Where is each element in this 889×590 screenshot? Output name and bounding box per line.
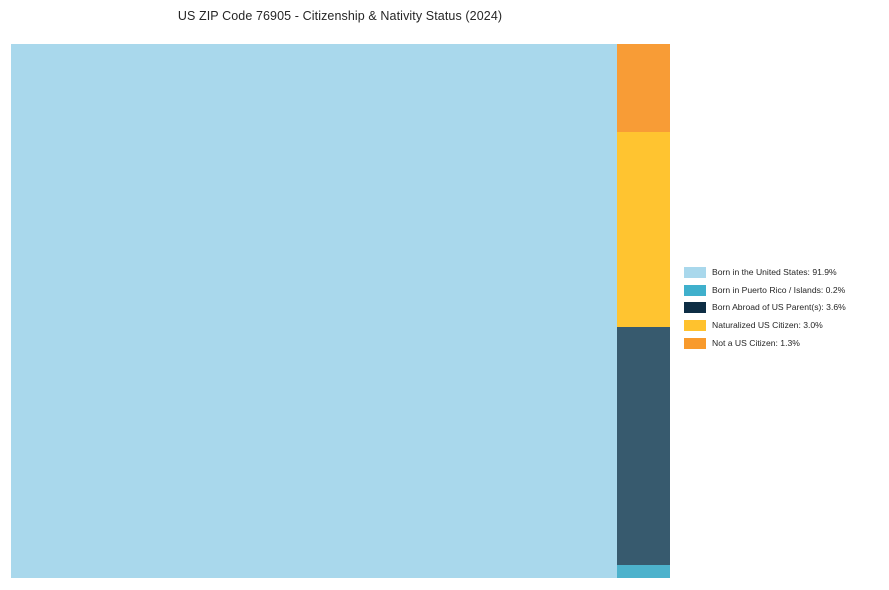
- treemap-tile[interactable]: Born in Puerto Rico / Islands: [617, 565, 670, 578]
- legend-item-label: Naturalized US Citizen: 3.0%: [712, 320, 823, 331]
- legend-item-label: Born Abroad of US Parent(s): 3.6%: [712, 302, 846, 313]
- legend-item[interactable]: Not a US Citizen: 1.3%: [684, 334, 884, 352]
- treemap-tile[interactable]: Born in the United States: [11, 44, 617, 578]
- legend-swatch-icon: [684, 320, 706, 332]
- legend-item[interactable]: Born Abroad of US Parent(s): 3.6%: [684, 299, 884, 317]
- legend-item[interactable]: Born in the United States: 91.9%: [684, 264, 884, 282]
- treemap-tile[interactable]: Naturalized US Citizen: [617, 132, 670, 327]
- legend-swatch-icon: [684, 337, 706, 349]
- treemap-tile[interactable]: Not a US Citizen: [617, 44, 670, 132]
- legend-swatch-icon: [684, 284, 706, 296]
- chart-legend: Born in the United States: 91.9% Born in …: [684, 264, 884, 352]
- legend-item-label: Born in Puerto Rico / Islands: 0.2%: [712, 284, 846, 295]
- legend-item-label: Born in the United States: 91.9%: [712, 267, 837, 278]
- legend-swatch-icon: [684, 267, 706, 279]
- legend-swatch-icon: [684, 302, 706, 314]
- legend-item[interactable]: Born in Puerto Rico / Islands: 0.2%: [684, 282, 884, 300]
- treemap-plot-area: Born in the United StatesNot a US Citize…: [11, 44, 670, 578]
- treemap-tile[interactable]: Born Abroad of US Parent(s): [617, 327, 670, 565]
- legend-item-label: Not a US Citizen: 1.3%: [712, 337, 800, 348]
- page-title: US ZIP Code 76905 - Citizenship & Nativi…: [177, 9, 503, 23]
- legend-item[interactable]: Naturalized US Citizen: 3.0%: [684, 317, 884, 335]
